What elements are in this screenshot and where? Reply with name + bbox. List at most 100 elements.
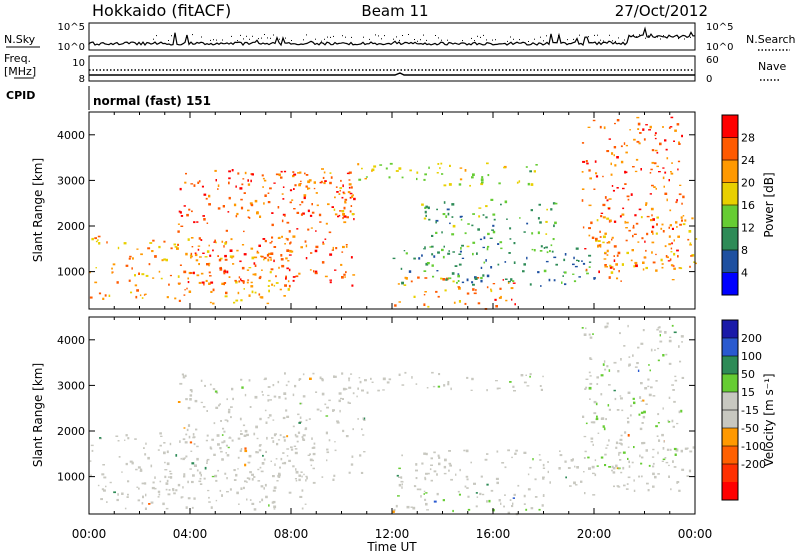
data-cell (602, 425, 605, 428)
data-cell (539, 221, 542, 224)
data-cell (243, 486, 245, 490)
noise-search-dot (315, 38, 316, 40)
data-cell (545, 220, 548, 223)
data-cell (491, 229, 494, 231)
data-cell (593, 277, 596, 280)
data-cell (267, 394, 270, 397)
noise-search-dot (384, 35, 385, 37)
noise-search-dot (378, 35, 379, 37)
data-cell (360, 471, 364, 474)
data-cell (362, 417, 366, 420)
data-cell (553, 224, 555, 228)
data-cell (277, 475, 280, 478)
data-cell (531, 232, 534, 235)
data-cell (588, 254, 592, 257)
data-cell (678, 193, 682, 196)
data-cell (514, 452, 517, 455)
data-cell (641, 442, 644, 445)
data-cell (437, 385, 441, 388)
noise-search-dot (624, 39, 625, 41)
data-cell (643, 256, 646, 258)
data-cell (403, 284, 407, 286)
data-cell (648, 129, 651, 131)
data-cell (668, 362, 672, 365)
data-cell (618, 453, 620, 456)
data-cell (196, 457, 199, 461)
data-cell (132, 257, 134, 260)
data-cell (681, 468, 685, 471)
data-cell (604, 368, 607, 371)
data-cell (166, 462, 170, 466)
data-cell (302, 434, 306, 437)
data-cell (651, 161, 655, 164)
data-cell (444, 289, 447, 292)
data-cell (613, 146, 617, 149)
data-cell (547, 470, 549, 474)
data-cell (608, 276, 611, 279)
data-cell (310, 227, 313, 229)
data-cell (187, 406, 191, 410)
data-cell (657, 413, 660, 416)
data-cell (135, 295, 138, 299)
data-cell (613, 245, 617, 248)
data-cell (253, 262, 256, 265)
data-cell (342, 245, 345, 249)
data-cell (313, 270, 315, 273)
cpid-value: normal (fast) 151 (93, 94, 211, 108)
data-cell (476, 496, 479, 498)
data-cell (623, 484, 626, 487)
data-cell (174, 297, 177, 300)
data-cell (671, 419, 674, 423)
data-cell (243, 230, 245, 233)
data-cell (125, 264, 129, 267)
data-cell (409, 169, 412, 172)
colorbar-segment (722, 227, 738, 251)
data-cell (646, 215, 650, 218)
data-cell (682, 223, 686, 226)
data-cell (147, 456, 150, 460)
data-cell (206, 410, 208, 412)
data-cell (537, 271, 540, 274)
data-cell (293, 445, 297, 447)
data-cell (603, 360, 606, 363)
data-cell (643, 410, 646, 414)
data-cell (302, 438, 305, 440)
data-cell (425, 472, 428, 475)
data-cell (193, 497, 196, 500)
data-cell (305, 475, 308, 478)
data-cell (588, 266, 591, 268)
data-cell (229, 255, 233, 258)
data-cell (89, 271, 91, 274)
data-cell (461, 281, 465, 284)
data-cell (342, 216, 344, 220)
data-cell (398, 476, 401, 478)
data-cell (228, 170, 231, 173)
noise-search-dot (483, 34, 484, 36)
noise-search-dot (261, 37, 262, 39)
data-cell (286, 435, 289, 438)
data-cell (657, 327, 661, 329)
data-cell (246, 269, 250, 271)
data-cell (189, 254, 192, 257)
data-cell (512, 282, 516, 284)
data-cell (596, 376, 599, 379)
data-cell (480, 266, 483, 269)
data-cell (283, 439, 286, 442)
data-cell (208, 282, 211, 285)
data-cell (478, 207, 482, 209)
data-cell (508, 252, 511, 254)
data-cell (281, 219, 284, 223)
data-cell (486, 162, 489, 165)
data-cell (316, 204, 319, 207)
noise-search-dot (474, 40, 475, 42)
data-cell (477, 302, 481, 305)
data-cell (589, 336, 593, 339)
data-cell (466, 292, 470, 295)
data-cell (328, 399, 331, 402)
data-cell (215, 479, 218, 482)
data-cell (229, 436, 231, 439)
data-cell (286, 455, 289, 457)
data-cell (190, 252, 193, 256)
data-cell (154, 476, 156, 479)
data-cell (163, 442, 166, 444)
